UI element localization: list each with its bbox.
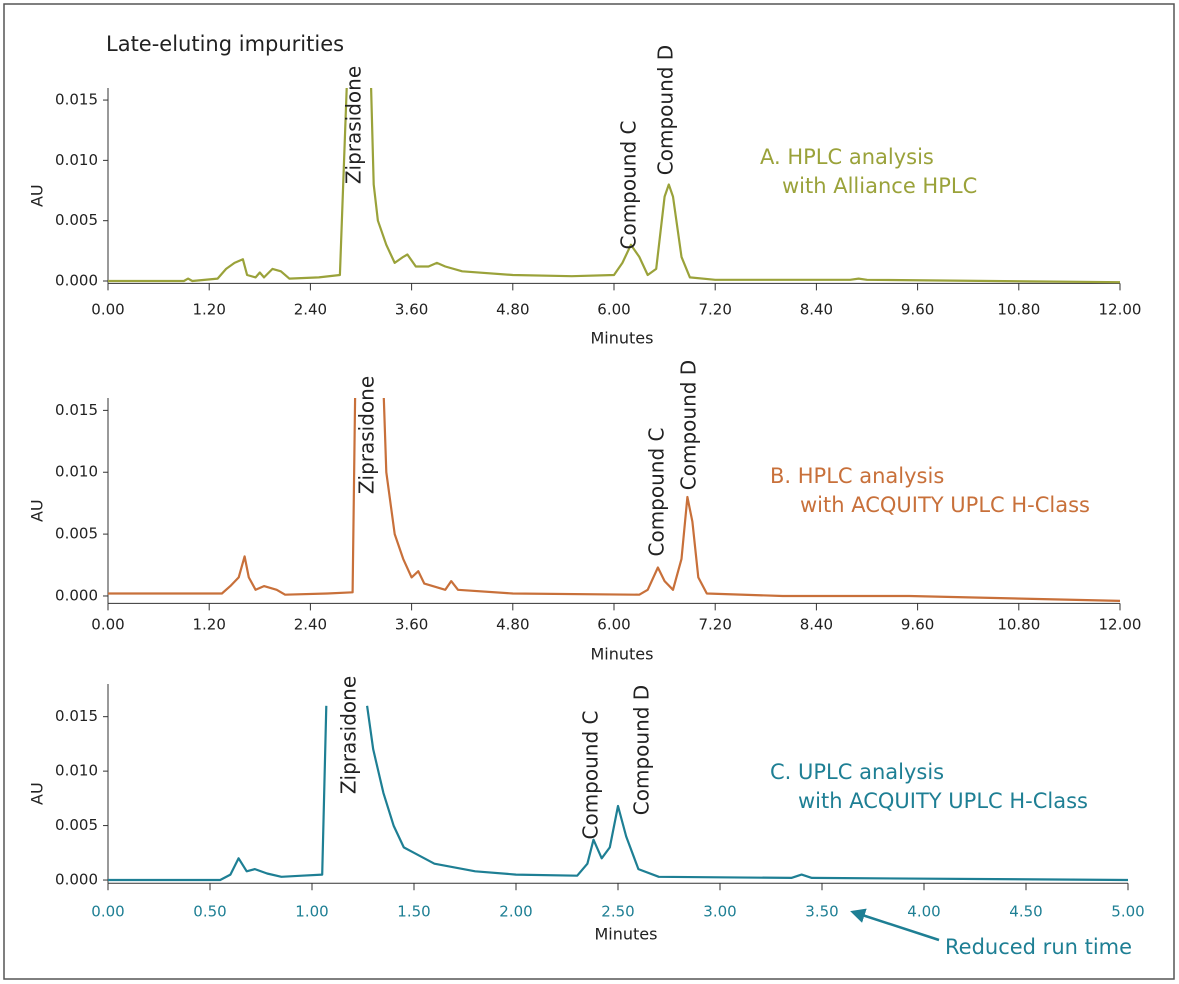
x-tick-label: 10.80	[997, 301, 1040, 319]
x-axis-label: Minutes	[595, 925, 658, 944]
peak-label: Compound C	[617, 121, 641, 250]
x-tick-label: 12.00	[1099, 616, 1142, 634]
peak-label: Compound C	[579, 711, 603, 840]
x-tick-label: 1.00	[295, 903, 328, 921]
x-tick-label: 4.00	[907, 903, 940, 921]
trace	[108, 705, 1129, 882]
panel-label: with Alliance HPLC	[782, 174, 977, 198]
peak-label: Compound D	[677, 360, 701, 490]
y-tick-label: 0.005	[55, 816, 98, 834]
peak-label: Ziprasidone	[342, 66, 366, 184]
title: Late-eluting impurities	[106, 32, 344, 56]
x-tick-label: 8.40	[800, 301, 833, 319]
x-tick-label: 0.00	[91, 903, 124, 921]
x-axis-label: Minutes	[591, 645, 654, 664]
x-tick-label: 4.50	[1009, 903, 1042, 921]
note: Reduced run time	[945, 935, 1132, 959]
x-tick-label: 8.40	[800, 616, 833, 634]
x-tick-label: 0.00	[91, 616, 124, 634]
y-tick-label: 0.005	[55, 211, 98, 229]
peak-label: Compound D	[630, 685, 654, 815]
peak-label: Ziprasidone	[337, 676, 361, 794]
x-tick-label: 1.20	[192, 616, 225, 634]
panel-label: A. HPLC analysis	[760, 145, 934, 169]
x-tick-label: 7.20	[698, 616, 731, 634]
y-tick-label: 0.015	[55, 91, 98, 109]
x-tick-label: 3.60	[395, 301, 428, 319]
x-tick-label: 4.80	[496, 301, 529, 319]
frame	[3, 3, 1175, 980]
x-tick-label: 3.60	[395, 616, 428, 634]
x-tick-label: 12.00	[1099, 301, 1142, 319]
x-tick-label: 2.00	[499, 903, 532, 921]
x-tick-label: 4.80	[496, 616, 529, 634]
x-tick-label: 2.40	[294, 616, 327, 634]
peak-label: Compound C	[645, 428, 669, 557]
x-axis-label: Minutes	[591, 329, 654, 348]
y-tick-label: 0.010	[55, 463, 98, 481]
peak-label: Compound D	[654, 45, 678, 175]
note-arrow	[850, 908, 940, 942]
x-tick-label: 1.50	[397, 903, 430, 921]
x-tick-label: 6.00	[597, 616, 630, 634]
y-tick-label: 0.010	[55, 762, 98, 780]
x-tick-label: 0.00	[91, 301, 124, 319]
y-tick-label: 0.015	[55, 401, 98, 419]
x-tick-label: 1.20	[192, 301, 225, 319]
x-tick-label: 0.50	[193, 903, 226, 921]
x-tick-label: 6.00	[597, 301, 630, 319]
trace	[108, 397, 1121, 602]
x-tick-label: 2.40	[294, 301, 327, 319]
y-tick-label: 0.000	[55, 586, 98, 604]
x-tick-label: 3.00	[703, 903, 736, 921]
x-tick-label: 5.00	[1111, 903, 1144, 921]
x-tick-label: 10.80	[997, 616, 1040, 634]
x-tick-label: 9.60	[901, 616, 934, 634]
y-tick-label: 0.000	[55, 271, 98, 289]
panel-label: with ACQUITY UPLC H-Class	[800, 493, 1090, 517]
y-tick-label: 0.010	[55, 151, 98, 169]
panel-label: C. UPLC analysis	[770, 760, 944, 784]
y-axis-label: AU	[28, 184, 47, 207]
panel-label: B. HPLC analysis	[770, 464, 944, 488]
trace	[108, 87, 1121, 284]
y-tick-label: 0.005	[55, 525, 98, 543]
y-tick-label: 0.000	[55, 871, 98, 889]
y-tick-label: 0.015	[55, 707, 98, 725]
y-axis-label: AU	[28, 499, 47, 522]
x-tick-label: 3.50	[805, 903, 838, 921]
x-tick-label: 9.60	[901, 301, 934, 319]
x-tick-label: 2.50	[601, 903, 634, 921]
peak-label: Ziprasidone	[355, 376, 379, 494]
panel-label: with ACQUITY UPLC H-Class	[798, 789, 1088, 813]
y-axis-label: AU	[28, 782, 47, 805]
x-tick-label: 7.20	[698, 301, 731, 319]
